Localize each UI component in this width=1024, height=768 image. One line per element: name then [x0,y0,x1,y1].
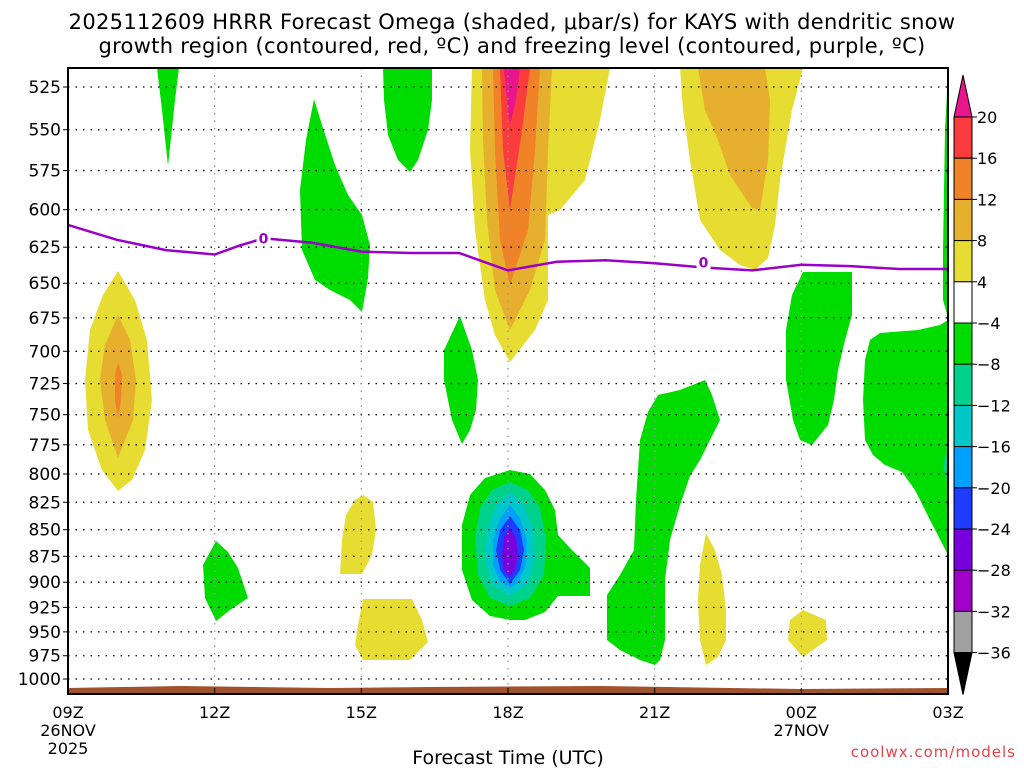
colorbar-label: −28 [977,561,1011,580]
freezing-level-label: 0 [699,255,709,271]
omega-region-m8tom4-16z [383,68,432,172]
colorbar: 20 16 12 8 4 −4 −8 −12 −16 −20 −24 −28 −32 −36 [953,74,1011,695]
y-tick-label: 725 [29,375,61,395]
colorbar-label: −36 [977,644,1011,663]
colorbar-swatch-8to12 [953,198,973,242]
colorbar-arrow-top [953,74,973,118]
omega-region-4to8-1530z-a [340,495,376,574]
x-tick-date: 26NOV [40,721,96,740]
y-tick-label: 750 [29,406,61,426]
colorbar-swatch-m32tom28 [953,569,973,612]
y-tick-label: 850 [29,521,61,541]
y-tick-label: 775 [29,436,61,456]
y-tick-label: 900 [29,573,61,593]
y-tick-label: 925 [29,598,61,618]
freezing-level-line [67,223,948,272]
omega-region-m8tom4-14z [300,99,370,312]
y-tick-label: 550 [29,121,61,141]
colorbar-swatch-m28tom24 [953,528,973,571]
colorbar-swatch-m8tom4 [953,322,973,365]
y-tick-label: 675 [29,309,61,329]
omega-region-4to8-00z [788,610,827,657]
colorbar-swatch-m16tom12 [953,404,973,448]
y-tick-label: 600 [29,201,61,221]
x-tick-label: 09Z [52,703,83,722]
y-tick-label: 875 [29,547,61,567]
colorbar-swatch-16to20 [953,116,973,159]
colorbar-label: −8 [977,355,1001,374]
contour-label-bg [256,229,271,246]
x-tick-year: 2025 [48,739,89,758]
freezing-level-contour: 00 [67,223,948,272]
colorbar-label: −24 [977,520,1011,539]
omega-region-m8tom4-03z-top [943,72,948,318]
colorbar-label: −12 [977,396,1011,415]
freezing-level-label: 0 [259,231,269,247]
colorbar-label: 8 [977,232,987,251]
y-tick-label: 650 [29,274,61,294]
colorbar-label: 4 [977,273,987,292]
omega-region-m8tom4-02z [863,320,948,555]
colorbar-label: −16 [977,438,1011,457]
y-tick-label: 575 [29,162,61,182]
omega-region-m8tom4-21z [607,380,720,665]
omega-region-8to12-23z [698,68,770,210]
omega-region-12to16-10z [115,362,122,418]
y-tick-label: 800 [29,465,61,485]
contour-label-bg [696,253,711,270]
chart-title-line-1: 2025112609 HRRR Forecast Omega (shaded, … [68,10,956,34]
x-tick-label: 03Z [932,703,963,722]
colorbar-swatch-m4to4 [953,281,973,324]
x-tick-label: 00Z [786,703,817,722]
omega-shading [85,68,948,665]
chart-title-line-2: growth region (contoured, red, ºC) and f… [98,34,926,58]
y-tick-label: 700 [29,342,61,362]
y-tick-label: 1000 [18,670,61,690]
x-tick-label: 18Z [492,703,523,722]
colorbar-label: 12 [977,190,997,209]
credit-text: coolwx.com/models [851,743,1016,761]
omega-region-m8tom4-12z [203,541,248,621]
y-tick-label: 950 [29,623,61,643]
omega-region-m8tom4-1730z [444,316,478,444]
omega-region-m8tom4-11z [157,68,179,166]
y-tick-label: 975 [29,647,61,667]
y-axis: 525 550 575 600 625 650 675 700 725 750 775 800 825 8… [18,78,68,690]
y-tick-label: 625 [29,238,61,258]
y-tick-label: 825 [29,493,61,513]
x-tick-label: 15Z [346,703,377,722]
x-tick-label: 12Z [199,703,230,722]
colorbar-label: 20 [977,108,997,127]
colorbar-swatch-m12tom8 [953,363,973,406]
colorbar-swatch-4to8 [953,240,973,283]
omega-region-gt20-18z [504,68,520,125]
colorbar-swatch-m20tom16 [953,446,973,489]
colorbar-label: −4 [977,314,1001,333]
y-tick-label: 525 [29,78,61,98]
omega-region-m28tom24-18z [502,528,518,576]
colorbar-label: 16 [977,149,997,168]
colorbar-label: −20 [977,479,1011,498]
colorbar-arrow-bottom [953,652,973,695]
colorbar-swatch-m36tom32 [953,610,973,654]
x-tick-date: 27NOV [774,721,830,740]
omega-region-m8tom4-00z [786,272,852,445]
colorbar-label: −32 [977,602,1011,621]
x-tick-label: 21Z [639,703,670,722]
colorbar-swatch-12to16 [953,157,973,200]
colorbar-swatch-m24tom20 [953,487,973,530]
omega-region-4to8-2230z [698,533,726,665]
omega-region-4to8-1530z-b [355,599,428,660]
x-axis-title: Forecast Time (UTC) [412,747,603,768]
